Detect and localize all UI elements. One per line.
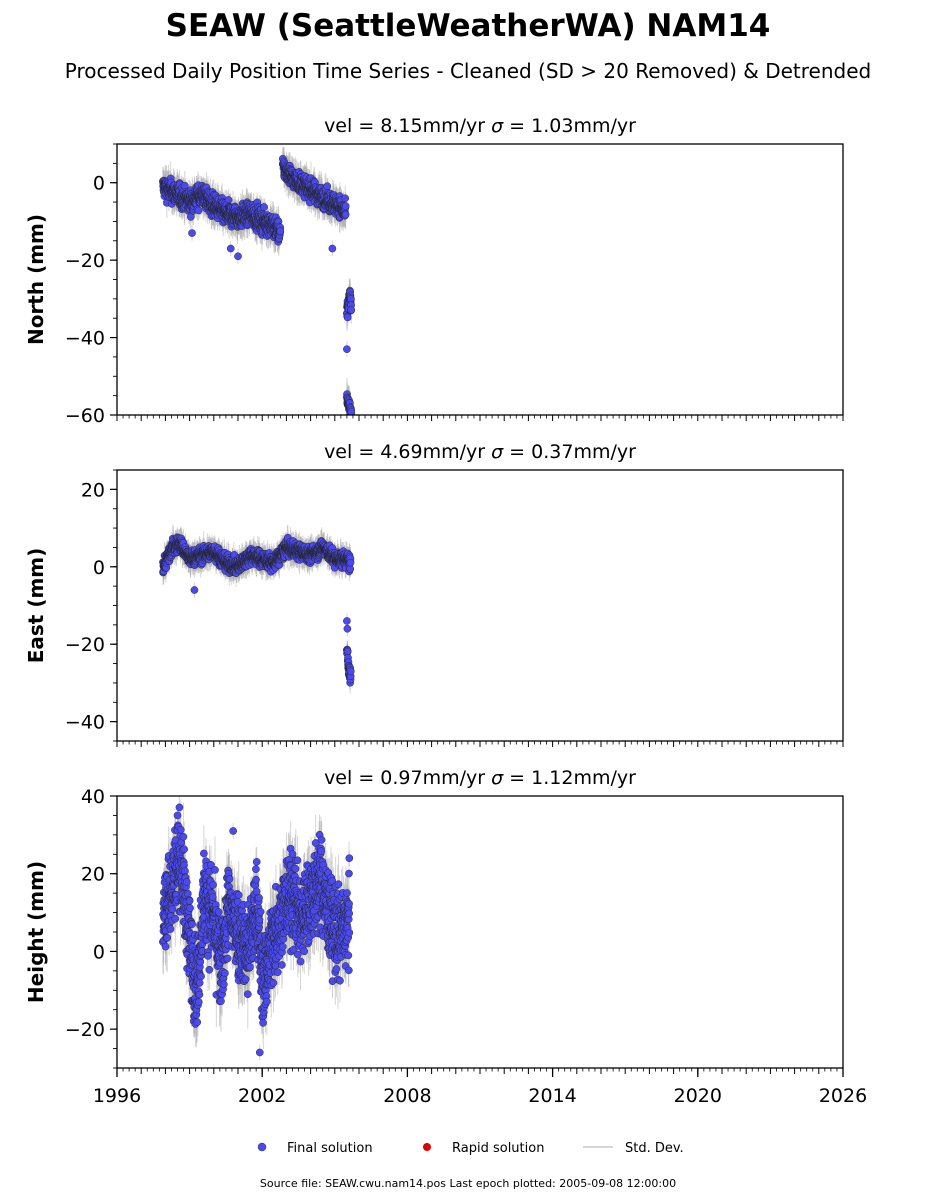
y-tick-label: −20 xyxy=(65,250,105,272)
data-point xyxy=(226,244,235,253)
data-points-east xyxy=(159,533,355,687)
y-tick-label: −60 xyxy=(65,405,105,427)
panel-north: vel = 8.15mm/yr σ = 1.03mm/yr North (mm) 0… xyxy=(24,115,844,427)
panel-title-velocity: vel = 8.15mm/yr xyxy=(324,115,491,137)
data-point xyxy=(341,202,350,210)
y-axis-label-east: East (mm) xyxy=(24,548,48,664)
figure-title: SEAW (SeattleWeatherWA) NAM14 xyxy=(166,8,771,44)
panel-title-sigma: = 1.03mm/yr xyxy=(503,115,636,137)
panels: vel = 8.15mm/yr σ = 1.03mm/yr North (mm) 0… xyxy=(24,115,867,1107)
figure-subtitle: Processed Daily Position Time Series - C… xyxy=(65,59,871,83)
data-point xyxy=(323,182,332,191)
panel-title-east: vel = 4.69mm/yr σ = 0.37mm/yr xyxy=(324,441,636,463)
panel-title-sigma-symbol: σ xyxy=(491,115,504,137)
y-tick-label: 0 xyxy=(93,173,105,195)
data-point xyxy=(343,313,352,322)
data-point xyxy=(260,203,268,211)
data-points-north xyxy=(159,154,356,415)
panel-title-north: vel = 8.15mm/yr σ = 1.03mm/yr xyxy=(324,115,636,137)
data-point xyxy=(343,345,351,354)
y-tick-label: −40 xyxy=(65,328,105,350)
data-point xyxy=(188,229,196,237)
data-point xyxy=(194,206,203,215)
plot-area-east xyxy=(159,524,355,694)
data-point xyxy=(328,244,337,253)
data-point xyxy=(341,194,350,203)
data-point xyxy=(347,407,356,415)
plot-area-north xyxy=(159,146,356,415)
y-axis-label-north: North (mm) xyxy=(24,214,48,345)
data-point xyxy=(234,252,242,261)
panel-title-sigma: = 0.37mm/yr xyxy=(503,441,636,463)
data-point xyxy=(347,306,356,314)
data-point xyxy=(341,210,350,219)
panel-title-velocity: vel = 4.69mm/yr xyxy=(324,441,491,463)
panel-title-sigma-symbol: σ xyxy=(491,441,504,463)
data-point xyxy=(276,227,285,236)
plot-frame-north xyxy=(116,143,844,416)
